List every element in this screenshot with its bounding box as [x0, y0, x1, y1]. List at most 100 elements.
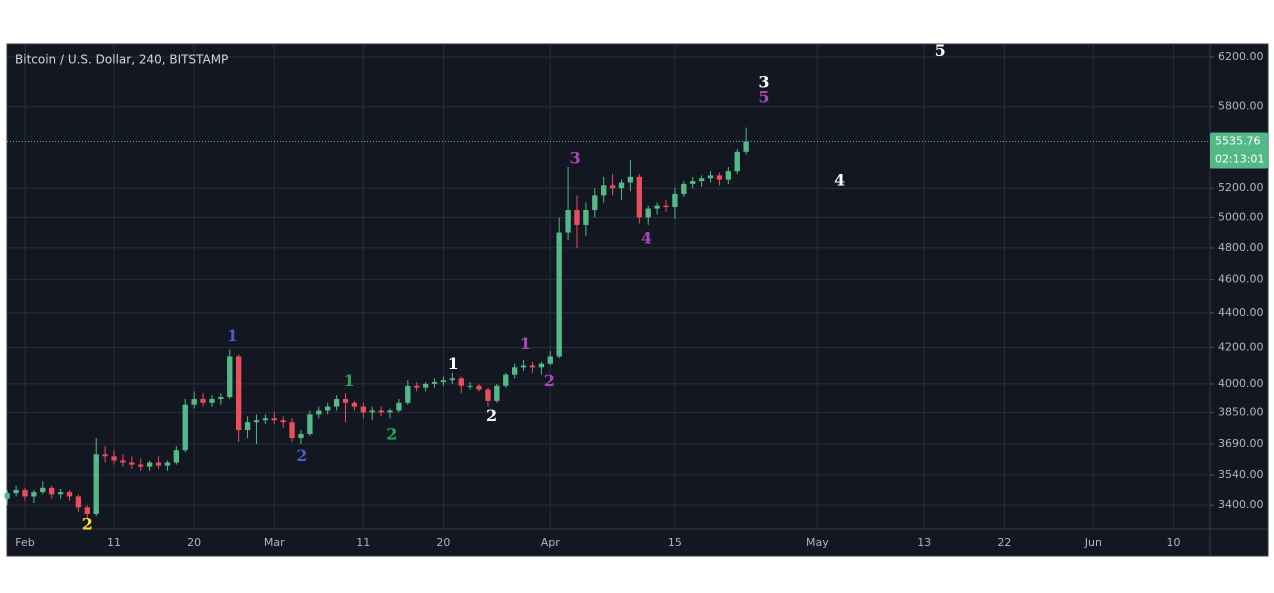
candle-body: [707, 175, 714, 179]
candle-body: [138, 464, 144, 467]
countdown-label: 02:13:01: [1215, 153, 1264, 166]
candle-body: [476, 385, 482, 390]
candle-body: [75, 496, 82, 508]
candle-body: [645, 208, 651, 218]
y-tick-label: 4600.00: [1218, 273, 1264, 286]
candle-body: [574, 210, 580, 225]
wave-label: 3: [758, 73, 769, 92]
wave-label: 2: [486, 406, 497, 425]
candle-body: [734, 151, 740, 172]
candle-body: [129, 462, 135, 465]
y-tick-label: 5200.00: [1218, 181, 1264, 194]
candle-body: [93, 454, 99, 514]
x-tick-label: 11: [356, 536, 370, 549]
candle-body: [244, 422, 251, 431]
candle-body: [191, 398, 197, 405]
x-tick-label: 10: [1166, 536, 1180, 549]
candle-body: [342, 398, 349, 403]
candle-body: [235, 356, 242, 431]
chart-title: Bitcoin / U.S. Dollar, 240, BITSTAMP: [15, 53, 228, 67]
x-tick-label: Apr: [541, 536, 561, 549]
candle-body: [583, 210, 589, 225]
wave-label: 4: [641, 228, 652, 247]
wave-label: 2: [544, 371, 555, 390]
wave-label: 1: [520, 334, 531, 353]
candle-body: [538, 363, 545, 368]
candle-body: [503, 374, 509, 386]
candle-body: [520, 365, 527, 368]
candle-body: [440, 380, 447, 383]
candle-body: [618, 182, 625, 189]
y-tick-label: 3540.00: [1218, 468, 1264, 481]
wave-label: 2: [82, 515, 93, 534]
candle-body: [262, 418, 269, 421]
candle-body: [494, 385, 500, 401]
candle-body: [743, 141, 749, 152]
candle-body: [209, 398, 215, 403]
wave-label: 2: [386, 425, 397, 444]
candle-body: [387, 410, 393, 413]
candle-body: [360, 406, 366, 413]
candle-body: [173, 450, 180, 463]
candle-body: [422, 383, 429, 388]
wave-label: 1: [343, 371, 354, 390]
candle-body: [458, 378, 464, 386]
candle-body: [547, 356, 553, 364]
candle-body: [66, 492, 73, 497]
candle-body: [31, 492, 37, 497]
x-tick-label: 13: [917, 536, 931, 549]
candle-body: [378, 410, 384, 413]
wave-label: 5: [758, 88, 769, 107]
candle-body: [592, 195, 598, 211]
candle-body: [40, 487, 46, 493]
x-tick-label: Feb: [15, 536, 34, 549]
y-tick-label: 6200.00: [1218, 50, 1264, 63]
wave-label: 4: [834, 171, 845, 190]
candle-body: [725, 171, 732, 180]
x-tick-label: 20: [436, 536, 450, 549]
candle-body: [280, 420, 286, 423]
chart-background: [6, 43, 1269, 557]
y-tick-label: 3850.00: [1218, 405, 1264, 418]
candle-body: [449, 378, 456, 381]
candle-body: [218, 397, 224, 399]
y-tick-label: 3400.00: [1218, 498, 1264, 511]
y-tick-label: 5800.00: [1218, 100, 1264, 113]
wave-label: 1: [227, 326, 238, 345]
y-tick-label: 4800.00: [1218, 241, 1264, 254]
candle-body: [690, 181, 696, 184]
candle-body: [200, 398, 206, 403]
candle-body: [681, 183, 687, 194]
candles: [4, 127, 749, 519]
x-tick-label: 15: [668, 536, 682, 549]
y-tick-label: 5000.00: [1218, 210, 1264, 223]
grid: 3400.00 3540.00 3690.00 3850.00 4000.00 4200.…: [7, 44, 1264, 549]
candle-body: [289, 422, 295, 439]
candle-body: [84, 507, 90, 514]
candle-body: [485, 389, 491, 401]
candle-body: [511, 367, 518, 375]
candle-body: [120, 460, 126, 463]
candle-body: [556, 232, 562, 357]
x-tick-label: Mar: [264, 536, 285, 549]
candle-body: [155, 462, 162, 466]
candle-body: [565, 210, 571, 233]
candle-body: [253, 420, 260, 423]
candle-body: [271, 418, 277, 421]
candle-body: [298, 434, 304, 439]
candle-body: [307, 414, 313, 435]
candle-body: [663, 205, 669, 208]
candle-body: [414, 385, 420, 388]
candle-body: [627, 176, 634, 183]
x-tick-label: 22: [997, 536, 1011, 549]
candle-body: [698, 178, 705, 182]
candle-body: [22, 489, 28, 497]
x-tick-label: Jun: [1084, 536, 1102, 549]
candle-body: [672, 193, 678, 208]
candle-body: [333, 398, 340, 407]
candle-body: [316, 410, 322, 415]
wave-label: 5: [935, 41, 946, 60]
candle-body: [13, 489, 19, 494]
candle-body: [529, 365, 536, 368]
